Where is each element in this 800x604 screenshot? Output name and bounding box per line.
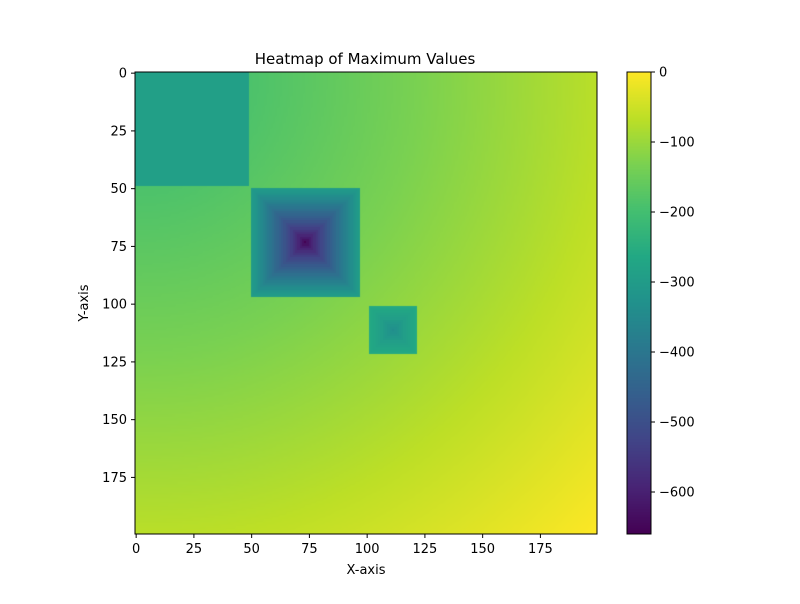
- colorbar-tick-label: −300: [659, 276, 695, 291]
- colorbar-tick-label: 0: [659, 66, 667, 81]
- x-tick-label: 25: [186, 542, 203, 557]
- colorbar: 0 −100 −200 −300 −400 −500 −600: [626, 66, 695, 535]
- x-tick-label: 125: [412, 542, 437, 557]
- y-tick-label: 25: [110, 124, 127, 139]
- y-tick-label: 75: [110, 240, 127, 255]
- y-axis-label: Y-axis: [77, 284, 92, 322]
- y-tick-label: 150: [102, 413, 127, 428]
- heatmap-canvas-holder: [135, 72, 597, 534]
- colorbar-tick-label: −600: [659, 486, 695, 501]
- chart-title: Heatmap of Maximum Values: [255, 50, 476, 68]
- heatmap-canvas: [135, 72, 597, 534]
- colorbar-tick-label: −200: [659, 206, 695, 221]
- colorbar-tick-label: −400: [659, 346, 695, 361]
- colorbar-ticks: 0 −100 −200 −300 −400 −500 −600: [651, 66, 695, 501]
- x-tick-label: 50: [243, 542, 260, 557]
- y-tick-label: 0: [119, 67, 127, 82]
- colorbar-canvas-holder: [627, 72, 651, 534]
- x-tick-label: 75: [301, 542, 318, 557]
- y-tick-label: 175: [102, 471, 127, 486]
- colorbar-tick-label: −500: [659, 416, 695, 431]
- x-tick-label: 175: [528, 542, 553, 557]
- colorbar-frame: [626, 71, 652, 535]
- x-tick-label: 100: [355, 542, 380, 557]
- colorbar-tick-label: −100: [659, 136, 695, 151]
- plot-frame: [134, 71, 598, 535]
- x-tick-label: 150: [470, 542, 495, 557]
- y-tick-label: 100: [102, 298, 127, 313]
- colorbar-canvas: [627, 72, 651, 534]
- x-tick-label: 0: [132, 542, 140, 557]
- x-axis-label: X-axis: [347, 563, 386, 578]
- y-axis-ticks: 0 25 50 75 100 125 150 175: [102, 67, 135, 486]
- x-axis-ticks: 0 25 50 75 100 125 150 175: [132, 534, 553, 557]
- y-tick-label: 50: [110, 182, 127, 197]
- y-tick-label: 125: [102, 355, 127, 370]
- heatmap-image: [134, 71, 598, 535]
